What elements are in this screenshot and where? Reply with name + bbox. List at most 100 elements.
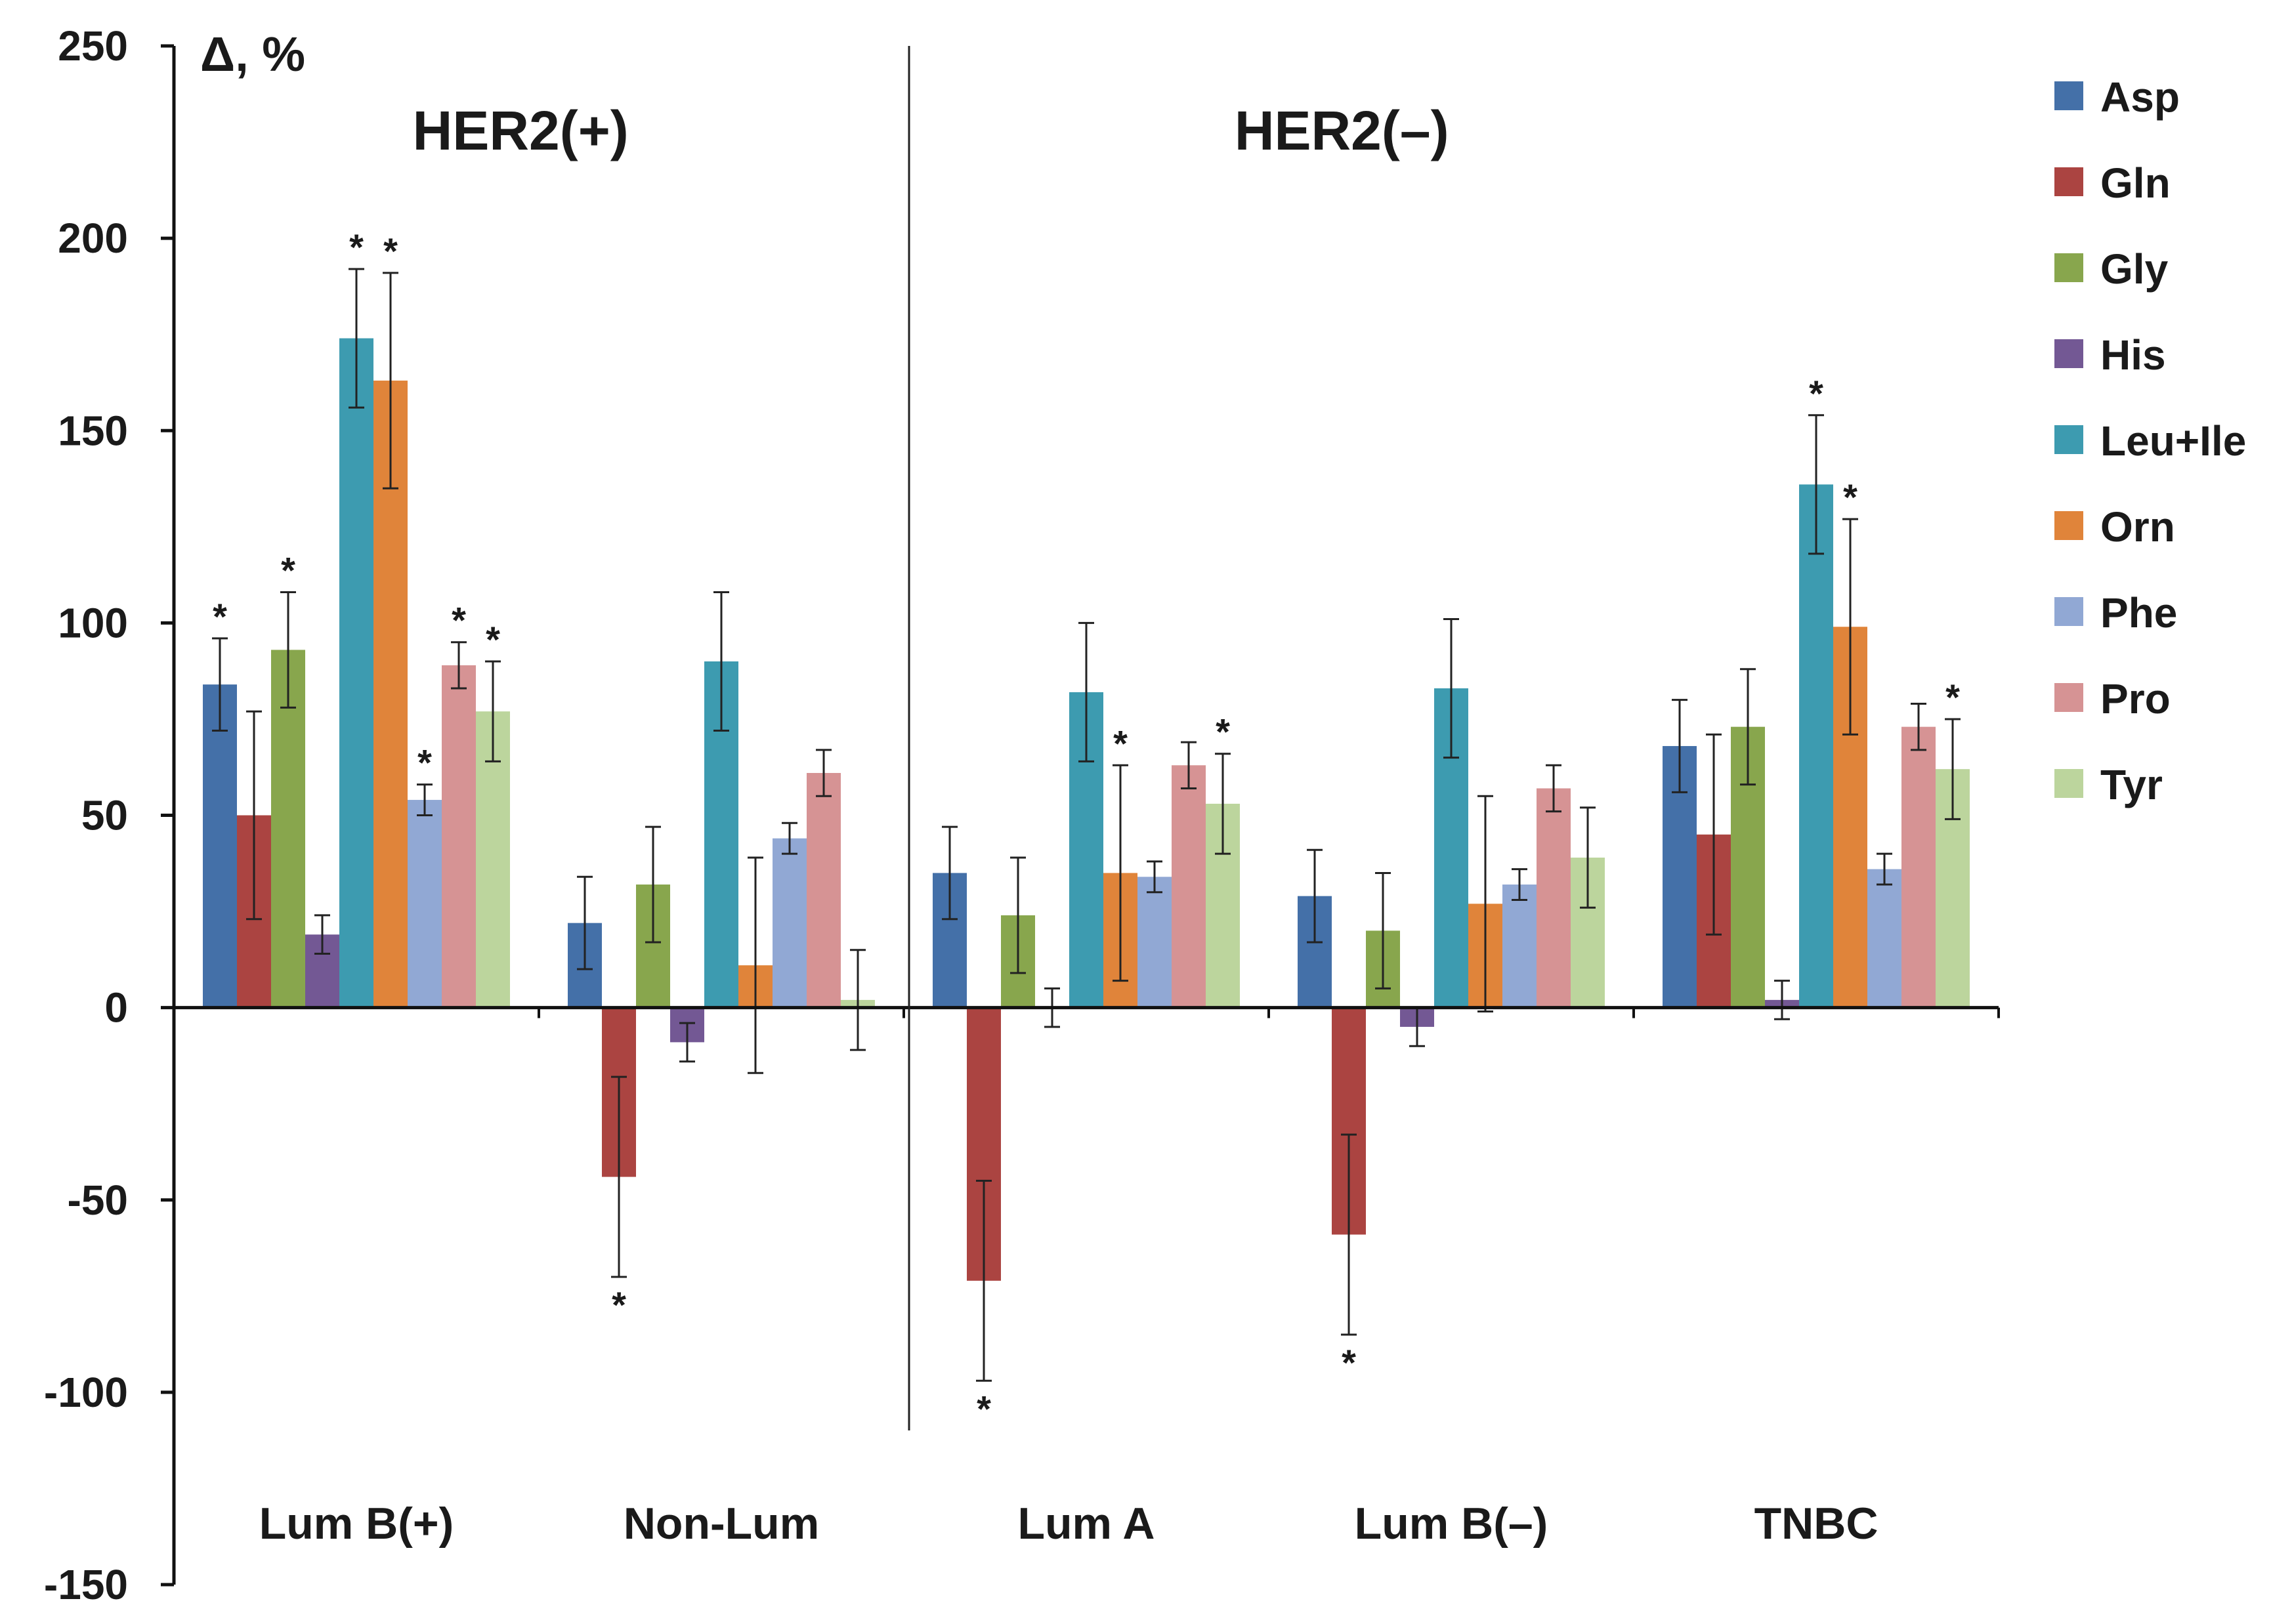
error-bar-tyr-0: [485, 660, 501, 762]
y-tick-label-7: -100: [44, 1369, 128, 1416]
error-bar-leu-ile-0: [349, 268, 364, 409]
error-bar-gly-0: [280, 591, 296, 709]
bar-gly-0: [271, 650, 305, 1008]
error-bar-pro-4: [1911, 702, 1926, 751]
bar-pro-0: [442, 665, 476, 1008]
significance-star-asp-0: *: [213, 596, 227, 637]
y-tick-label-4: 50: [81, 792, 128, 839]
bar-phe-3: [1502, 885, 1537, 1008]
error-bar-tyr-4: [1945, 718, 1961, 820]
legend-label-gly: Gly: [2100, 245, 2169, 293]
bar-pro-2: [1172, 765, 1206, 1008]
significance-star-gln-2: *: [977, 1388, 991, 1429]
error-bar-asp-3: [1307, 848, 1323, 944]
error-bar-pro-1: [816, 749, 832, 797]
error-bar-orn-0: [383, 272, 398, 489]
error-bar-pro-2: [1181, 741, 1197, 789]
group-label-1: HER2(–): [1235, 100, 1449, 161]
legend-swatch-asp: [2054, 81, 2083, 110]
bars-layer: [203, 338, 1970, 1281]
legend-label-orn: Orn: [2100, 503, 2175, 551]
legend-swatch-gln: [2054, 167, 2083, 196]
legend: Asp Gln Gly His Leu+Ile Orn Phe Pro Tyr: [2054, 73, 2246, 808]
axes-layer: 250 200 150 100 50 0 -50 -100 -150 Δ, % Lum B(+) No…: [44, 22, 2000, 1608]
error-bar-phe-2: [1147, 860, 1162, 894]
significance-star-leu-ile-4: *: [1809, 373, 1823, 414]
error-bar-gln-0: [246, 710, 262, 921]
legend-label-leu-ile: Leu+Ile: [2100, 417, 2246, 465]
significance-star-tyr-2: *: [1216, 711, 1230, 753]
error-bar-leu-ile-1: [713, 591, 729, 732]
error-bar-tyr-3: [1580, 806, 1596, 909]
error-bar-asp-4: [1672, 699, 1687, 793]
legend-label-phe: Phe: [2100, 589, 2177, 636]
error-bar-asp-2: [942, 825, 958, 921]
significance-star-pro-0: *: [452, 600, 466, 641]
legend-swatch-tyr: [2054, 769, 2083, 798]
legend-label-his: His: [2100, 331, 2166, 379]
group-label-0: HER2(+): [413, 100, 629, 161]
legend-swatch-pro: [2054, 683, 2083, 712]
legend-label-pro: Pro: [2100, 675, 2171, 722]
error-bar-orn-1: [748, 856, 763, 1074]
error-bar-phe-4: [1877, 852, 1892, 886]
error-bar-leu-ile-4: [1808, 414, 1824, 555]
category-label-2: Lum A: [1017, 1499, 1155, 1549]
bar-pro-1: [807, 773, 841, 1008]
bar-phe-2: [1137, 877, 1172, 1008]
y-tick-label-6: -50: [68, 1176, 129, 1224]
error-bar-phe-1: [782, 822, 797, 855]
error-bar-leu-ile-2: [1078, 621, 1094, 762]
y-tick-label-3: 100: [58, 599, 128, 646]
y-tick-label-1: 200: [58, 215, 128, 262]
legend-swatch-gly: [2054, 253, 2083, 282]
bar-leu-ile-0: [339, 338, 373, 1008]
y-tick-label-5: 0: [104, 984, 128, 1031]
y-tick-label-0: 250: [58, 22, 128, 70]
error-bar-tyr-2: [1215, 753, 1231, 855]
bar-leu-ile-4: [1799, 484, 1833, 1008]
error-bar-pro-3: [1546, 764, 1561, 813]
error-bar-gly-3: [1375, 871, 1391, 989]
error-bar-tyr-1: [850, 949, 866, 1051]
error-bar-asp-0: [212, 637, 228, 732]
error-bar-leu-ile-3: [1443, 618, 1459, 759]
error-bar-his-0: [314, 914, 330, 955]
bar-pro-4: [1901, 726, 1936, 1008]
bar-phe-1: [773, 838, 807, 1008]
error-bar-orn-3: [1477, 795, 1493, 1012]
legend-swatch-orn: [2054, 511, 2083, 540]
bar-asp-0: [203, 684, 237, 1008]
legend-label-gln: Gln: [2100, 159, 2171, 207]
error-bar-gly-2: [1010, 856, 1026, 974]
error-bar-gln-2: [976, 1179, 992, 1382]
error-bar-gly-4: [1740, 668, 1756, 786]
significance-star-orn-0: *: [383, 230, 398, 272]
y-axis-label: Δ, %: [200, 27, 305, 81]
y-tick-label-8: -150: [44, 1561, 128, 1608]
error-bars-layer: [212, 268, 1961, 1382]
significance-star-tyr-4: *: [1945, 677, 1960, 718]
significance-star-gln-3: *: [1342, 1342, 1356, 1383]
legend-label-asp: Asp: [2100, 73, 2180, 121]
legend-swatch-his: [2054, 339, 2083, 368]
error-bar-his-4: [1774, 980, 1790, 1020]
significance-markers-layer: * * * * * * * * * * * * * * *: [213, 226, 1960, 1429]
significance-star-leu-ile-0: *: [349, 226, 364, 268]
error-bar-pro-0: [451, 641, 467, 690]
significance-star-phe-0: *: [417, 742, 432, 783]
bar-pro-3: [1537, 788, 1571, 1008]
error-bar-gly-1: [645, 825, 661, 944]
significance-star-gly-0: *: [281, 549, 295, 591]
category-label-4: TNBC: [1754, 1499, 1878, 1549]
significance-star-gln-1: *: [612, 1284, 626, 1325]
legend-swatch-leu-ile: [2054, 425, 2083, 454]
error-bar-gln-4: [1706, 733, 1722, 936]
error-bar-phe-0: [417, 783, 433, 816]
category-label-0: Lum B(+): [259, 1499, 454, 1549]
error-bar-his-1: [679, 1022, 695, 1063]
significance-star-tyr-0: *: [486, 619, 500, 660]
error-bar-asp-1: [577, 875, 593, 970]
error-bar-gln-3: [1341, 1133, 1357, 1336]
